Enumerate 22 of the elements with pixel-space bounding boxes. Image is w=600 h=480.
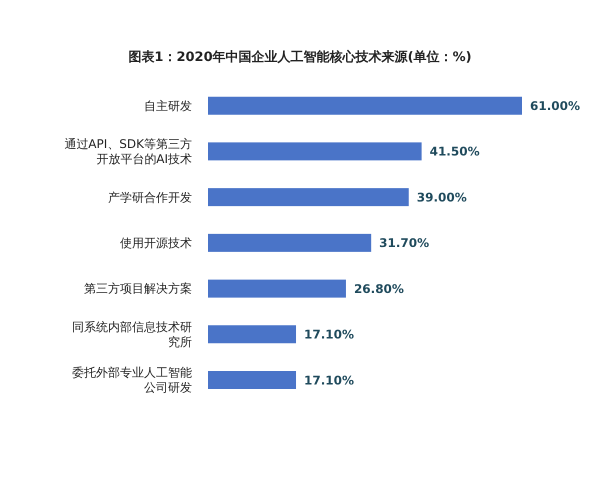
data-label: 17.10% — [304, 373, 354, 388]
bar — [208, 96, 522, 115]
data-label: 17.10% — [304, 328, 354, 342]
bar — [208, 234, 372, 252]
y-tick-label: 使用开源技术 — [120, 236, 192, 250]
bar — [208, 188, 409, 206]
y-tick-label: 第三方项目解决方案 — [84, 282, 192, 296]
data-label: 41.50% — [430, 144, 480, 159]
data-label: 61.00% — [530, 98, 580, 113]
chart-title: 图表1：2020年中国企业人工智能核心技术来源(单位：%) — [127, 48, 473, 67]
y-tick-label: 通过API、SDK等第三方开放平台的AI技术 — [64, 137, 192, 166]
bar — [208, 142, 422, 160]
y-tick-label: 自主研发 — [144, 98, 192, 113]
data-label: 26.80% — [354, 282, 404, 296]
y-tick-label: 产学研合作开发 — [108, 190, 192, 204]
bar — [208, 325, 296, 344]
data-label: 39.00% — [416, 190, 467, 204]
bar — [208, 371, 296, 389]
y-tick-label: 同系统内部信息技术研究所 — [72, 320, 192, 349]
bar — [208, 280, 346, 298]
data-label: 31.70% — [379, 236, 430, 250]
y-tick-label: 委托外部专业人工智能公司研发 — [72, 366, 192, 395]
